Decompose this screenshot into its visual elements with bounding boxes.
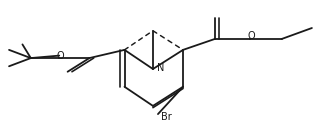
- Text: N: N: [157, 63, 164, 73]
- Text: O: O: [247, 31, 255, 42]
- Text: Br: Br: [161, 112, 172, 123]
- Text: O: O: [56, 51, 64, 61]
